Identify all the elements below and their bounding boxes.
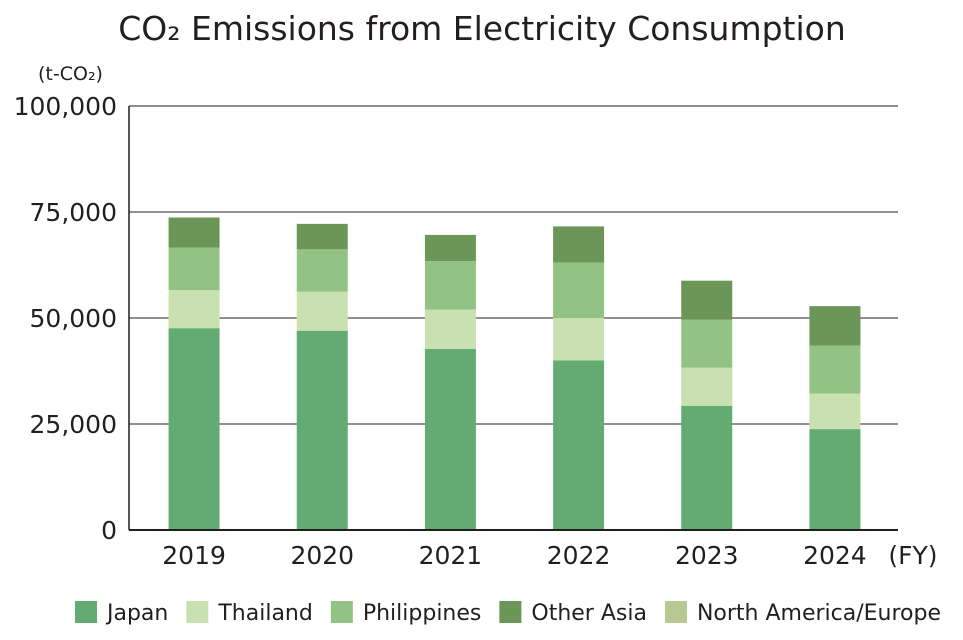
bar-segment-japan-2023: [681, 405, 733, 530]
legend: Japan Thailand Philippines Other Asia North …: [75, 601, 941, 626]
legend-swatch: [330, 601, 353, 623]
legend-item-other-asia: Other Asia: [499, 601, 647, 626]
bar-segment-thailand-2023: [681, 367, 733, 406]
x-tick-label: 2020: [290, 541, 354, 570]
y-axis-unit-label: (t-CO₂): [38, 63, 103, 85]
legend-label: Japan: [105, 601, 168, 626]
x-tick-label: 2022: [547, 541, 611, 570]
legend-item-japan: Japan: [75, 601, 168, 626]
legend-label: Other Asia: [531, 601, 647, 626]
bar-segment-japan-2024: [809, 429, 861, 530]
bar-segment-philippines-2024: [809, 345, 861, 394]
legend-swatch: [499, 601, 522, 623]
bar-segment-japan-2022: [553, 360, 605, 530]
x-axis-ticks: 2019 2020 2021 2022 2023 2024: [162, 541, 866, 570]
bar-segment-thailand-2024: [809, 393, 861, 430]
legend-swatch: [186, 601, 209, 623]
y-axis-ticks: 0 25,000 50,000 75,000 100,000: [14, 92, 117, 545]
bar-segment-other-asia-2021: [424, 234, 476, 262]
bar-segment-thailand-2020: [296, 291, 348, 331]
y-tick-label: 50,000: [30, 304, 117, 333]
bar-segment-other-asia-2020: [296, 223, 348, 250]
bars: [168, 217, 861, 530]
x-tick-label: 2021: [419, 541, 483, 570]
legend-label: Thailand: [217, 601, 312, 626]
x-tick-label: 2019: [162, 541, 226, 570]
bar-segment-other-asia-2022: [553, 226, 605, 263]
legend-label: North America/Europe: [697, 601, 941, 626]
bar-segment-thailand-2019: [168, 290, 220, 329]
legend-label: Philippines: [363, 601, 482, 626]
legend-swatch: [75, 601, 97, 623]
bar-segment-thailand-2021: [424, 309, 476, 349]
bar-segment-philippines-2019: [168, 247, 220, 291]
y-tick-label: 100,000: [14, 92, 117, 121]
x-tick-label: 2024: [803, 541, 867, 570]
bar-segment-thailand-2022: [553, 318, 605, 361]
legend-item-thailand: Thailand: [186, 601, 313, 626]
y-tick-label: 25,000: [30, 410, 117, 439]
bar-segment-japan-2021: [424, 348, 476, 530]
x-axis-unit-label: (FY): [888, 541, 937, 570]
bar-segment-japan-2020: [296, 330, 348, 530]
bar-segment-philippines-2021: [424, 261, 476, 310]
axes: [128, 106, 898, 531]
bar-segment-other-asia-2023: [681, 280, 733, 320]
bar-segment-philippines-2023: [681, 319, 733, 368]
y-tick-label: 75,000: [30, 198, 117, 227]
bar-segment-philippines-2022: [553, 262, 605, 318]
bar-segment-japan-2019: [168, 328, 220, 530]
bar-segment-philippines-2020: [296, 249, 348, 292]
grid-lines: [129, 105, 898, 425]
x-tick-label: 2023: [675, 541, 739, 570]
chart-title: CO₂ Emissions from Electricity Consumpti…: [118, 9, 846, 48]
legend-item-north-america-europe: North America/Europe: [664, 601, 941, 626]
legend-item-philippines: Philippines: [330, 601, 482, 626]
legend-swatch: [664, 601, 687, 623]
bar-segment-other-asia-2019: [168, 217, 220, 248]
y-tick-label: 0: [101, 516, 117, 545]
bar-segment-other-asia-2024: [809, 306, 861, 346]
